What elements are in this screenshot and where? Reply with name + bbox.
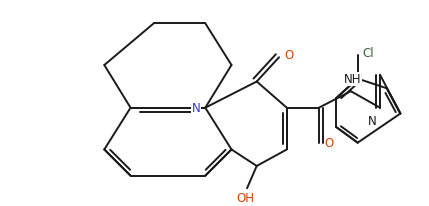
Text: NH: NH	[344, 73, 362, 86]
Text: N: N	[192, 102, 200, 115]
Text: OH: OH	[236, 191, 254, 204]
Text: O: O	[285, 49, 294, 62]
Text: Cl: Cl	[363, 47, 374, 60]
Text: N: N	[369, 114, 377, 127]
Text: O: O	[325, 137, 334, 149]
